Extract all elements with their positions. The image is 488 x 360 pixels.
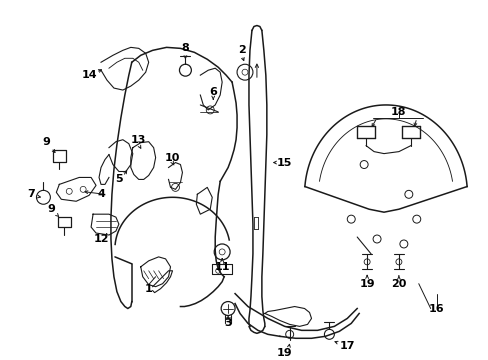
Text: 5: 5 <box>115 175 122 184</box>
Text: 12: 12 <box>93 234 108 244</box>
Text: 19: 19 <box>276 348 292 358</box>
Text: 18: 18 <box>390 107 406 117</box>
Text: 20: 20 <box>390 279 406 289</box>
Text: 2: 2 <box>238 45 245 55</box>
Text: 16: 16 <box>428 303 444 314</box>
Text: 9: 9 <box>42 137 50 147</box>
Text: 11: 11 <box>214 262 229 272</box>
Text: 19: 19 <box>359 279 374 289</box>
Text: 14: 14 <box>81 70 97 80</box>
Text: 13: 13 <box>131 135 146 145</box>
Text: 10: 10 <box>164 153 180 163</box>
Text: 7: 7 <box>28 189 35 199</box>
Text: 1: 1 <box>144 284 152 294</box>
Text: 8: 8 <box>181 43 189 53</box>
Text: 15: 15 <box>277 158 292 167</box>
Text: 17: 17 <box>339 341 354 351</box>
Text: 3: 3 <box>224 318 231 328</box>
Text: 4: 4 <box>97 189 105 199</box>
Text: 6: 6 <box>209 87 217 97</box>
Text: 9: 9 <box>47 204 55 214</box>
